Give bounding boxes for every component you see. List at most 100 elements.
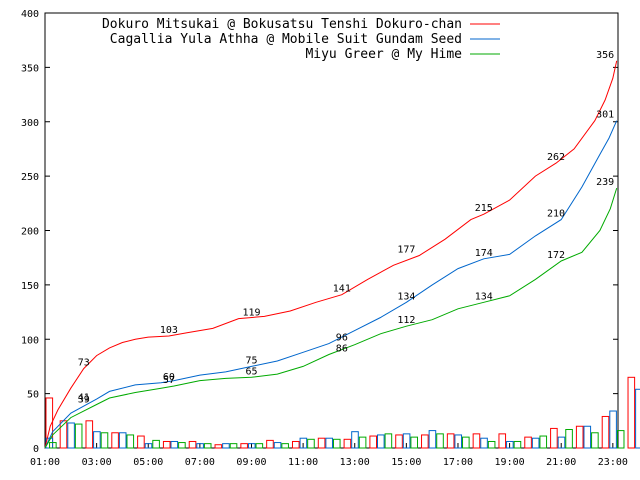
point-label: 65 (245, 366, 257, 377)
point-label: 174 (475, 248, 493, 259)
hourly-bar (144, 443, 153, 449)
x-tick-label: 15:00 (391, 457, 421, 468)
point-label: 134 (475, 291, 493, 302)
hourly-bar (557, 436, 566, 449)
point-label: 86 (336, 343, 348, 354)
point-label: 239 (596, 177, 614, 188)
hourly-bar (565, 429, 573, 449)
hourly-bar (369, 435, 378, 449)
point-label: 301 (596, 110, 614, 121)
hourly-bar (550, 427, 558, 449)
hourly-bar (446, 433, 455, 449)
hourly-bar (203, 443, 212, 449)
legend: Dokuro Mitsukai @ Bokusatsu Tenshi Dokur… (102, 17, 500, 62)
x-tick-label: 09:00 (236, 457, 266, 468)
hourly-bars (45, 376, 640, 449)
hourly-bar (188, 440, 197, 449)
hourly-bar (539, 435, 548, 449)
point-label: 39 (78, 395, 90, 406)
series-line (44, 60, 618, 449)
hourly-bar (178, 442, 186, 449)
hourly-bar (635, 388, 640, 449)
hourly-bar (421, 434, 429, 449)
point-label: 57 (163, 375, 175, 386)
hourly-bar (513, 440, 522, 449)
hourly-bar (506, 440, 514, 449)
hourly-bar (377, 434, 385, 449)
hourly-bar (384, 433, 393, 449)
hourly-bar (111, 432, 119, 449)
hourly-bar (126, 434, 135, 449)
hourly-bar (351, 431, 359, 449)
point-label: 73 (78, 358, 90, 369)
y-tick-label: 250 (21, 172, 39, 183)
hourly-bar (281, 443, 289, 449)
hourly-bar (229, 443, 238, 449)
y-tick-label: 300 (21, 118, 39, 129)
hourly-bar (428, 430, 437, 449)
point-label: 356 (596, 50, 614, 61)
y-tick-label: 400 (21, 9, 39, 20)
point-labels: 73 103 119 141 177 215 262 356 41 60 75 96 134 174 210… (78, 50, 614, 406)
hourly-bar (609, 410, 617, 449)
point-label: 134 (397, 291, 415, 302)
hourly-bar (273, 442, 282, 449)
hourly-bar (214, 444, 223, 449)
hourly-bar (255, 443, 264, 449)
hourly-bar (410, 436, 418, 449)
point-label: 262 (547, 152, 565, 163)
hourly-bar (266, 439, 274, 449)
x-tick-label: 17:00 (443, 457, 473, 468)
hourly-bar (524, 436, 532, 449)
hourly-bar (531, 437, 540, 449)
hourly-bar (591, 432, 599, 449)
hourly-bar (358, 436, 367, 449)
y-tick-label: 100 (21, 335, 39, 346)
hourly-bar (170, 440, 179, 449)
point-label: 103 (160, 325, 178, 336)
point-label: 96 (336, 333, 348, 344)
hourly-bar (343, 438, 352, 449)
y-axis: 0 50 100 150 200 250 300 350 400 (21, 9, 618, 455)
hourly-bar (487, 440, 496, 449)
x-tick-label: 23:00 (598, 457, 628, 468)
hourly-bar (162, 440, 171, 449)
x-tick-label: 13:00 (340, 457, 370, 468)
hourly-bar (601, 415, 610, 449)
hourly-bar (240, 443, 248, 449)
point-label: 112 (397, 315, 415, 326)
x-tick-label: 21:00 (546, 457, 576, 468)
series-lines (44, 60, 618, 449)
hourly-bar (627, 376, 636, 449)
hourly-bar (325, 437, 333, 449)
hourly-bar (222, 443, 230, 449)
legend-entry-label: Cagallia Yula Athha @ Mobile Suit Gundam… (110, 32, 462, 47)
series-line (44, 187, 618, 449)
hourly-bar (498, 433, 507, 449)
hourly-bar (196, 443, 204, 449)
x-tick-label: 05:00 (133, 457, 163, 468)
hourly-bar (462, 436, 470, 449)
point-label: 177 (397, 245, 415, 256)
x-tick-label: 01:00 (30, 457, 60, 468)
point-label: 141 (333, 284, 351, 295)
point-label: 215 (475, 203, 493, 214)
legend-entry-label: Dokuro Mitsukai @ Bokusatsu Tenshi Dokur… (102, 17, 462, 32)
y-tick-label: 50 (27, 390, 39, 401)
hourly-bar (93, 431, 101, 449)
hourly-bar (74, 423, 83, 449)
hourly-bar (583, 425, 592, 449)
hourly-bar (118, 432, 127, 449)
hourly-bar (299, 437, 308, 449)
x-tick-label: 11:00 (288, 457, 318, 468)
point-label: 60 (163, 372, 175, 383)
hourly-bar (480, 437, 488, 449)
hourly-bar (152, 439, 160, 449)
hourly-bar (395, 434, 403, 449)
hourly-bar (575, 425, 584, 449)
y-tick-label: 350 (21, 63, 39, 74)
point-label: 172 (547, 250, 565, 261)
hourly-bar (332, 438, 341, 449)
hourly-bar (49, 442, 57, 449)
hourly-bar (307, 438, 315, 449)
